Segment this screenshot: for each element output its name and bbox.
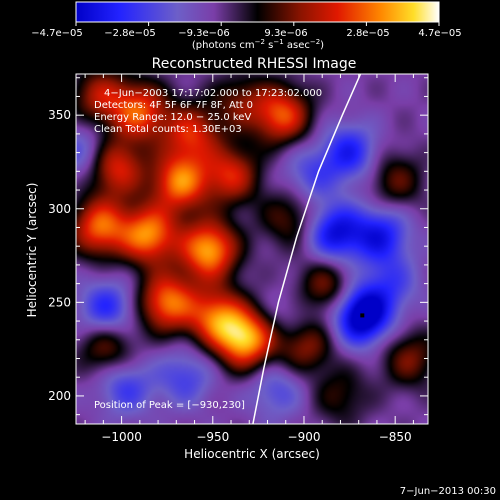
info-annotations: 4−Jun−2003 17:17:02.000 to 17:23:02.000 …	[94, 88, 322, 411]
chart-title: Reconstructed RHESSI Image	[152, 56, 357, 72]
y-tick-label: 350	[48, 108, 71, 122]
colorbar-tick-label: 4.7e−05	[418, 28, 461, 39]
x-tick-label: −1000	[101, 430, 142, 444]
colorbar-units: (photons cm−2 s−1 asec−2)	[192, 38, 324, 51]
y-tick-labels: 200 250 300 350	[48, 108, 71, 403]
x-tick-label: −850	[379, 430, 412, 444]
axis-ticks	[76, 74, 428, 424]
plot-frame	[75, 73, 429, 425]
colorbar	[75, 1, 440, 23]
x-tick-label: −950	[196, 430, 229, 444]
info-clean-counts: Clean Total counts: 1.30E+03	[94, 124, 242, 135]
colorbar-tick-label: −4.7e−05	[31, 28, 83, 39]
solar-limb-line	[252, 74, 362, 424]
heatmap-image	[76, 74, 428, 424]
colorbar-ticks	[75, 22, 440, 26]
colorbar-tick-label: −2.8e−05	[104, 28, 156, 39]
info-time-range: 4−Jun−2003 17:17:02.000 to 17:23:02.000	[104, 88, 322, 99]
peak-position-label: Position of Peak = [−930,230]	[94, 400, 245, 411]
x-tick-labels: −1000 −950 −900 −850	[101, 430, 411, 444]
colorbar-tick-label: 9.3e−06	[264, 28, 307, 39]
colorbar-tick-labels: −4.7e−05 −2.8e−05 −9.3e−06 9.3e−06 2.8e−…	[31, 28, 461, 39]
y-tick-label: 200	[48, 389, 71, 403]
x-tick-label: −900	[288, 430, 321, 444]
colorbar-tick-label: 2.8e−05	[346, 28, 389, 39]
colorbar-tick-label: −9.3e−06	[178, 28, 230, 39]
plot-clip	[76, 74, 428, 424]
y-tick-label: 250	[48, 295, 71, 309]
info-detectors: Detectors: 4F 5F 6F 7F 8F, Att 0	[94, 100, 253, 111]
peak-marker	[360, 313, 365, 318]
y-tick-label: 300	[48, 202, 71, 216]
info-energy-range: Energy Range: 12.0 − 25.0 keV	[94, 112, 251, 123]
footer-date-stamp: 7−Jun−2013 00:30	[400, 486, 496, 497]
x-axis-label: Heliocentric X (arcsec)	[184, 447, 320, 461]
y-axis-label: Heliocentric Y (arcsec)	[25, 183, 39, 318]
